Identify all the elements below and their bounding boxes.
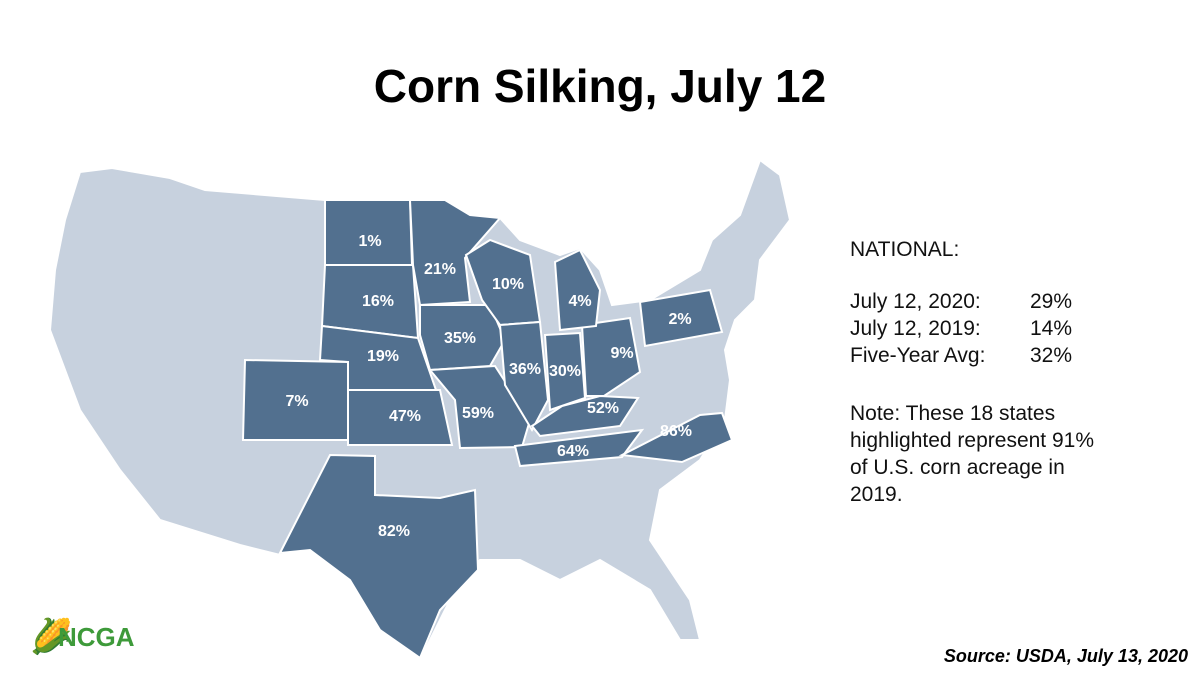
state-label: 86% <box>660 423 692 440</box>
state <box>618 411 734 464</box>
state <box>408 199 503 307</box>
state-label: 47% <box>389 408 421 425</box>
state-labels: 1% 16% 19% 47% 7% 82% 21% 35% 59% 10% 36% 30% 9% 4% 52… <box>285 233 692 540</box>
state-label: 82% <box>378 523 410 540</box>
state-label: 4% <box>568 293 591 310</box>
logo-corn: 🌽 <box>30 616 72 656</box>
state-label: 2% <box>668 311 691 328</box>
state-label: 7% <box>285 393 308 410</box>
row-label: July 12, 2020: <box>850 290 981 313</box>
note-line: of U.S. corn acreage in <box>850 456 1065 479</box>
state-label: 9% <box>610 345 633 362</box>
national-rows: July 12, 2020: 29% July 12, 2019: 14% Five-Y… <box>850 290 1072 367</box>
state-label: 64% <box>557 443 589 460</box>
row-label: July 12, 2019: <box>850 317 981 340</box>
state <box>580 316 642 397</box>
logo-text: NCGA <box>58 622 135 652</box>
note-line: 2019. <box>850 483 903 506</box>
row-label: Five-Year Avg: <box>850 344 985 367</box>
state <box>278 453 480 660</box>
note: Note: These 18 states highlighted represe… <box>850 402 1094 506</box>
note-line: highlighted represent 91% <box>850 429 1094 452</box>
state-label: 36% <box>509 361 541 378</box>
national-heading: NATIONAL: <box>850 238 959 261</box>
state <box>638 288 724 348</box>
state <box>241 358 349 441</box>
state-label: 19% <box>367 348 399 365</box>
note-line: Note: These 18 states <box>850 402 1055 425</box>
title: Corn Silking, July 12 <box>374 60 826 112</box>
state-label: 30% <box>549 363 581 380</box>
state-label: 21% <box>424 261 456 278</box>
state-label: 16% <box>362 293 394 310</box>
state-label: 52% <box>587 400 619 417</box>
state-label: 59% <box>462 405 494 422</box>
state-label: 35% <box>444 330 476 347</box>
state-label: 10% <box>492 276 524 293</box>
state <box>553 248 602 332</box>
state <box>543 331 587 412</box>
state <box>530 394 640 438</box>
state-label: 1% <box>358 233 381 250</box>
state <box>498 320 550 433</box>
row-value: 29% <box>1030 290 1072 313</box>
states <box>241 199 734 660</box>
state <box>513 428 645 468</box>
row-value: 32% <box>1030 344 1072 367</box>
source: Source: USDA, July 13, 2020 <box>944 646 1188 666</box>
row-value: 14% <box>1030 317 1072 340</box>
